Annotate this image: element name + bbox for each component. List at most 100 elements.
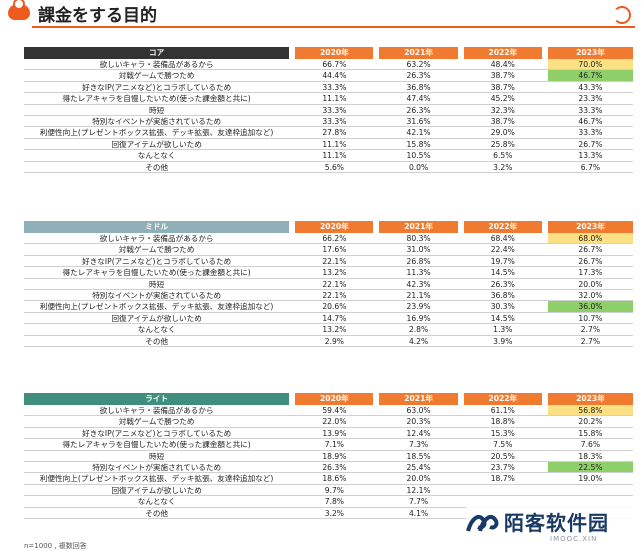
column-header: 2023年 — [547, 221, 634, 233]
value-cell: 22.5% — [547, 461, 634, 473]
value-cell: 68.4% — [490, 234, 515, 243]
value-cell: 22.1% — [322, 279, 347, 289]
value-cell: 36.8% — [490, 290, 515, 300]
table-row: 時短 22.1% 42.3% 26.3% 20.0% — [24, 279, 633, 290]
row-label: 時短 — [149, 279, 165, 289]
value-cell: 23.7% — [490, 462, 515, 472]
value-cell: 11.1% — [322, 151, 347, 161]
value-cell: 36.8% — [406, 82, 431, 92]
value-cell: 36.0% — [547, 301, 634, 312]
row-label: 特別なイベントが実施されているため — [92, 462, 222, 472]
value-cell — [464, 485, 542, 495]
value-cell: 23.3% — [578, 94, 603, 104]
table-row: 欲しいキャラ・装備品があるから 66.2% 80.3% 68.4% 68.0% — [24, 233, 634, 245]
value-cell: 26.7% — [578, 139, 603, 149]
row-label: 利便性向上(プレゼントボックス拡張、デッキ拡張、友達枠追加など) — [39, 128, 274, 138]
value-cell: 20.3% — [406, 417, 431, 427]
value-cell: 7.1% — [324, 440, 345, 450]
value-cell: 7.6% — [580, 440, 601, 450]
value-cell: 38.7% — [490, 71, 515, 81]
column-header: 2021年 — [379, 393, 458, 405]
table-row: 時短 18.9% 18.5% 20.5% 18.3% — [24, 451, 633, 462]
table-row: 回復アイテムが欲しいため 14.7% 16.9% 14.5% 10.7% — [24, 313, 633, 325]
value-cell: 21.1% — [406, 290, 431, 300]
table-row: その他 2.9% 4.2% 3.9% 2.7% — [24, 336, 633, 347]
value-cell: 10.5% — [406, 151, 431, 161]
value-cell: 4.1% — [408, 508, 429, 518]
value-cell: 14.5% — [490, 313, 515, 323]
table-header-row: ミドル 2020年 2021年 2022年 2023年 — [24, 221, 634, 233]
title-underline — [32, 26, 635, 28]
value-cell: 32.0% — [578, 290, 603, 300]
column-header: 2020年 — [295, 47, 374, 59]
value-cell: 66.7% — [322, 60, 347, 69]
value-cell: 14.7% — [322, 313, 347, 323]
value-cell: 22.1% — [322, 256, 347, 266]
section-name: ライト — [24, 393, 290, 405]
value-cell: 1.3% — [493, 325, 513, 335]
value-cell: 66.2% — [322, 234, 347, 243]
watermark: 陌客软件园 IMOOC.XIN — [466, 505, 636, 551]
row-label: 時短 — [149, 105, 165, 115]
row-label: その他 — [145, 336, 169, 346]
table-row: なんとなく 7.8% 7.7% — [24, 496, 633, 508]
row-label: 対戦ゲームで勝つため — [118, 71, 195, 81]
value-cell: 33.3% — [578, 128, 603, 138]
value-cell: 20.0% — [406, 474, 431, 484]
value-cell: 13.2% — [322, 268, 347, 278]
table-row: 時短 33.3% 26.3% 32.3% 33.3% — [24, 105, 633, 116]
value-cell: 3.2% — [493, 162, 513, 172]
value-cell: 26.7% — [578, 256, 603, 266]
table-row: 好きなIP(アニメなど)とコラボしているため 33.3% 36.8% 38.7% 43.… — [24, 82, 633, 94]
value-cell: 61.1% — [490, 406, 515, 415]
value-cell: 22.1% — [322, 290, 347, 300]
watermark-text: 陌客软件园 — [504, 511, 609, 535]
value-cell: 18.5% — [406, 451, 431, 461]
value-cell — [548, 485, 633, 495]
value-cell: 7.7% — [408, 497, 429, 507]
value-cell: 42.1% — [406, 128, 431, 138]
table-core: コア 2020年 2021年 2022年 2023年 欲しいキャラ・装備品があるから 66.… — [24, 47, 634, 173]
value-cell: 18.3% — [578, 451, 603, 461]
row-label: 利便性向上(プレゼントボックス拡張、デッキ拡張、友達枠追加など) — [39, 474, 274, 484]
value-cell: 43.3% — [578, 82, 603, 92]
value-cell: 25.4% — [406, 462, 431, 472]
row-label: 対戦ゲームで勝つため — [118, 417, 195, 427]
table-row: 回復アイテムが欲しいため 9.7% 12.1% — [24, 485, 633, 497]
value-cell: 26.7% — [578, 245, 603, 255]
value-cell: 18.6% — [322, 474, 347, 484]
footnote: n=1000 , 複数回答 — [24, 542, 87, 550]
value-cell: 80.3% — [406, 234, 431, 243]
table-row: 欲しいキャラ・装備品があるから 66.7% 63.2% 48.4% 70.0% — [24, 59, 634, 71]
value-cell: 0.0% — [408, 162, 429, 172]
row-label: 欲しいキャラ・装備品があるから — [99, 406, 214, 415]
row-label: なんとなく — [137, 325, 176, 335]
value-cell: 16.9% — [406, 313, 431, 323]
value-cell: 2.9% — [324, 336, 345, 346]
value-cell: 13.2% — [322, 325, 347, 335]
value-cell: 5.6% — [324, 162, 345, 172]
value-cell: 33.3% — [322, 82, 347, 92]
value-cell: 20.5% — [490, 451, 515, 461]
value-cell: 38.7% — [490, 82, 515, 92]
value-cell: 63.0% — [406, 406, 431, 415]
row-label: 回復アイテムが欲しいため — [111, 313, 202, 323]
table-row: 回復アイテムが欲しいため 11.1% 15.8% 25.8% 26.7% — [24, 139, 633, 151]
value-cell: 18.7% — [490, 474, 515, 484]
value-cell: 11.1% — [322, 94, 347, 104]
value-cell: 22.4% — [490, 245, 515, 255]
table-row: 対戦ゲームで勝つため 44.4% 26.3% 38.7% 46.7% — [24, 70, 634, 82]
value-cell: 15.3% — [490, 428, 515, 438]
value-cell: 17.3% — [578, 268, 603, 278]
value-cell: 68.0% — [547, 233, 634, 244]
column-header: 2020年 — [295, 221, 374, 233]
row-label: 特別なイベントが実施されているため — [92, 116, 222, 126]
table-row: 好きなIP(アニメなど)とコラボしているため 13.9% 12.4% 15.3% 15.… — [24, 428, 633, 440]
watermark-logo-icon — [466, 514, 499, 532]
value-cell: 20.0% — [578, 279, 603, 289]
row-label: なんとなく — [137, 497, 176, 507]
row-label: 回復アイテムが欲しいため — [111, 485, 202, 495]
row-label: 対戦ゲームで勝つため — [118, 245, 195, 255]
value-cell: 2.7% — [580, 336, 601, 346]
table-row: 特別なイベントが実施されているため 33.3% 31.6% 38.7% 46.7% — [24, 116, 633, 128]
